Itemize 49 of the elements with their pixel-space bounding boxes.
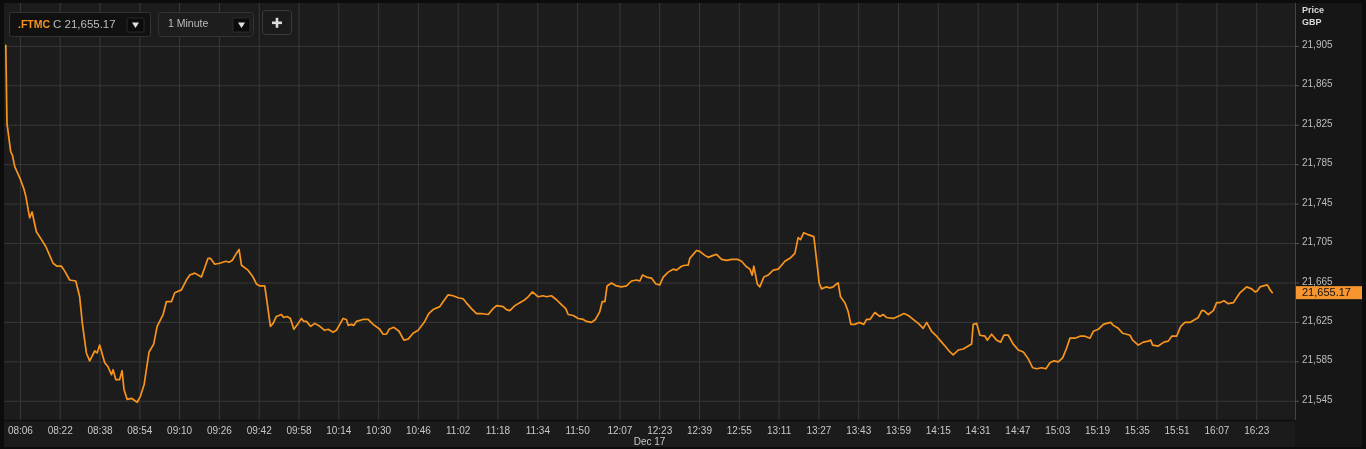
x-tick-label: 12:39 bbox=[686, 424, 713, 436]
y-tick-label: 21,585 bbox=[1302, 354, 1334, 366]
text: C 21,655.17 bbox=[53, 18, 116, 31]
x-tick-label: 09:26 bbox=[206, 424, 233, 436]
x-tick-label: 15:19 bbox=[1084, 424, 1111, 436]
x-tick-label: 08:06 bbox=[7, 424, 34, 436]
x-tick-label: 12:23 bbox=[647, 424, 673, 436]
x-tick-label: 14:15 bbox=[925, 424, 952, 436]
x-tick-label: 13:59 bbox=[885, 424, 912, 436]
x-tick-label: 08:22 bbox=[47, 424, 74, 436]
x-tick-label: 13:11 bbox=[766, 424, 792, 436]
x-tick-label: 16:07 bbox=[1204, 424, 1230, 436]
line-series bbox=[4, 44, 1274, 404]
x-axis-title: Dec 17 bbox=[633, 436, 666, 448]
x-tick-label: 11:50 bbox=[565, 424, 591, 436]
y-tick-label: 21,865 bbox=[1302, 78, 1334, 90]
x-tick-label: 10:46 bbox=[405, 424, 432, 436]
y-axis-title: Price GBP bbox=[1302, 5, 1325, 28]
x-tick-label: 15:35 bbox=[1124, 424, 1151, 436]
y-tick-label: 21,745 bbox=[1302, 196, 1334, 208]
y-tick-label: 21,625 bbox=[1302, 315, 1334, 327]
x-tick-label: 10:14 bbox=[326, 424, 352, 436]
x-tick-label: 09:10 bbox=[167, 424, 193, 436]
text: 21,655.17 bbox=[1302, 286, 1351, 299]
y-tick-label: 21,665 bbox=[1302, 275, 1334, 287]
x-tick-label: 10:30 bbox=[366, 424, 392, 436]
y-tick-label: 21,825 bbox=[1302, 117, 1334, 129]
x-tick-label: 11:34 bbox=[525, 424, 551, 436]
x-tick-label: 09:58 bbox=[286, 424, 312, 436]
y-tick-label: 21,905 bbox=[1302, 39, 1334, 51]
x-tick-label: 13:43 bbox=[846, 424, 872, 436]
x-tick-label: 14:31 bbox=[965, 424, 992, 436]
x-tick-label: 11:18 bbox=[485, 424, 511, 436]
x-tick-label: 11:02 bbox=[446, 424, 471, 436]
x-tick-label: 15:03 bbox=[1045, 424, 1071, 436]
x-tick-label: 09:42 bbox=[246, 424, 273, 436]
annotation: 1 Minute bbox=[168, 17, 209, 30]
x-tick-label: 13:27 bbox=[806, 424, 832, 436]
x-tick-label: 08:38 bbox=[87, 424, 113, 436]
x-tick-label: 14:47 bbox=[1005, 424, 1031, 436]
x-tick-label: 16:23 bbox=[1244, 424, 1270, 436]
y-tick-label: 21,705 bbox=[1302, 236, 1334, 248]
y-tick-label: 21,785 bbox=[1302, 157, 1334, 169]
x-tick-label: 12:07 bbox=[607, 424, 633, 436]
x-tick-label: 15:51 bbox=[1164, 424, 1191, 436]
x-tick-label: 12:55 bbox=[726, 424, 753, 436]
x-tick-label: 08:54 bbox=[127, 424, 153, 436]
text: .FTMC bbox=[18, 17, 51, 30]
y-tick-label: 21,545 bbox=[1302, 393, 1334, 405]
